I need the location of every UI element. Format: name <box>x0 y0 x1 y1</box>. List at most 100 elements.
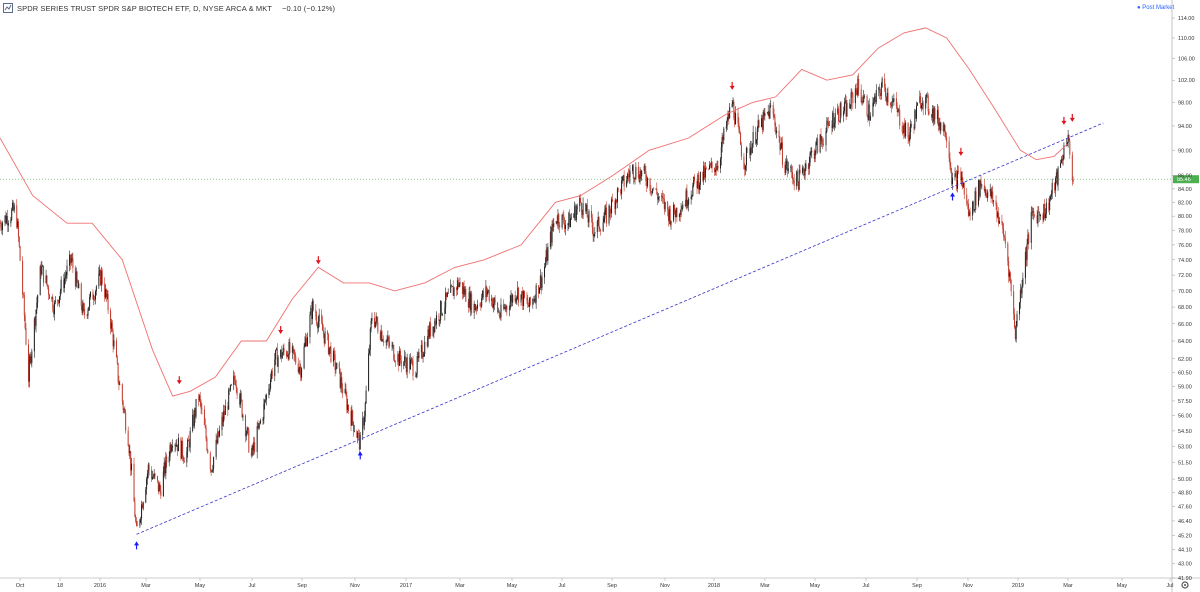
candle-body <box>588 210 590 223</box>
candle-body <box>1016 314 1018 326</box>
candle-body <box>726 119 728 127</box>
candle-body <box>545 250 547 263</box>
candle-body <box>532 299 534 305</box>
time-tick-label: Jul <box>1166 583 1173 589</box>
candle-body <box>118 382 120 385</box>
candle-body <box>212 468 214 471</box>
candle-body <box>497 302 499 313</box>
candle-body <box>768 111 770 119</box>
time-tick-label: May <box>1117 583 1128 589</box>
candle-body <box>241 400 243 417</box>
candle-body <box>29 356 31 360</box>
candle-body <box>1038 211 1040 213</box>
candle-body <box>492 303 494 308</box>
candle-body <box>229 389 231 391</box>
candle-body <box>939 122 941 131</box>
candle-body <box>716 165 718 171</box>
candle-body <box>679 214 681 216</box>
candle-body <box>811 150 813 152</box>
candle-body <box>944 124 946 137</box>
candle-body <box>1015 325 1017 340</box>
candle-body <box>804 168 806 176</box>
candle-body <box>721 137 723 148</box>
candle-body <box>570 218 572 228</box>
candle-body <box>969 211 971 216</box>
candle-body <box>177 438 179 452</box>
candle-body <box>328 347 330 355</box>
symbol-title[interactable]: SPDR SERIES TRUST SPDR S&P BIOTECH ETF, … <box>17 4 335 13</box>
candle-body <box>955 173 957 174</box>
candle-body <box>599 229 601 231</box>
candle-body <box>492 298 494 308</box>
candle-body <box>48 287 50 295</box>
candle-body <box>370 320 372 329</box>
candle-body <box>491 298 493 301</box>
candle-body <box>1060 162 1062 168</box>
candle-body <box>327 331 329 335</box>
price-tick-label: 82.00 <box>1178 200 1192 206</box>
candle-body <box>509 301 511 310</box>
candle-body <box>333 350 335 355</box>
candle-body <box>157 480 159 492</box>
candle-body <box>843 111 845 116</box>
price-tick-label: 98.00 <box>1178 101 1192 107</box>
candle-body <box>733 101 735 119</box>
candle-body <box>41 266 43 275</box>
candle-body <box>131 463 133 471</box>
candle-body <box>487 291 489 295</box>
candle-body <box>228 389 230 410</box>
candle-body <box>19 246 21 261</box>
candle-body <box>710 162 712 166</box>
signal-arrow-down <box>958 147 964 156</box>
candle-body <box>575 209 577 220</box>
candle-body <box>544 266 546 278</box>
candle-body <box>904 123 906 137</box>
candle-body <box>609 205 611 213</box>
candle-body <box>13 205 15 211</box>
candle-body <box>446 292 448 297</box>
candle-body <box>657 194 659 200</box>
logo-icon[interactable] <box>3 3 13 13</box>
candle-body <box>188 441 190 448</box>
time-tick-label: Mar <box>455 583 465 589</box>
gear-icon[interactable] <box>1180 580 1190 590</box>
candle-body <box>897 109 899 113</box>
candle-body <box>951 170 953 185</box>
candle-body <box>498 311 500 317</box>
candle-body <box>844 100 846 103</box>
time-tick-label: Sep <box>912 583 922 589</box>
candle-body <box>933 108 935 122</box>
candle-body <box>166 456 168 463</box>
candle-body <box>17 221 19 228</box>
candle-body <box>136 525 138 527</box>
candle-body <box>720 147 722 159</box>
candle-body <box>69 254 71 264</box>
candle-body <box>81 305 83 313</box>
candle-body <box>538 285 540 294</box>
candle-body <box>105 289 107 298</box>
candle-body <box>127 430 129 446</box>
candle-body <box>802 167 804 173</box>
candle-body <box>817 138 819 153</box>
candle-body <box>358 433 360 450</box>
candle-body <box>201 408 203 410</box>
candle-body <box>1050 193 1052 197</box>
candle-body <box>864 95 866 97</box>
candle-body <box>332 350 334 362</box>
candle-body <box>995 200 997 206</box>
candle-body <box>723 128 725 141</box>
candle-body <box>116 357 118 364</box>
signal-arrow-down <box>1061 116 1067 125</box>
candle-body <box>438 315 440 321</box>
candle-body <box>450 285 452 293</box>
candle-body <box>769 106 771 119</box>
candle-body <box>159 484 161 491</box>
candle-body <box>585 204 587 212</box>
candle-body <box>459 282 461 285</box>
envelope-line <box>0 27 1068 397</box>
candle-body <box>928 111 930 115</box>
candle-body <box>828 125 830 126</box>
candle-body <box>731 103 733 108</box>
